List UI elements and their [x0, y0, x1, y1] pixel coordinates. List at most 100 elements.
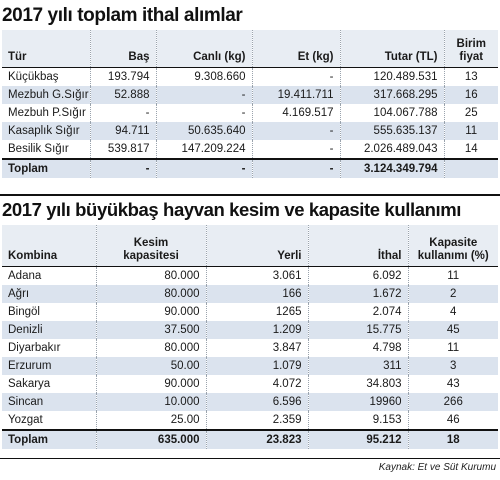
cell-canli: - — [155, 86, 252, 104]
imports-header-row: Tür Baş Canlı (kg) Et (kg) Tutar (TL) Bi… — [2, 30, 498, 68]
col-header-tur: Tür — [2, 30, 90, 68]
cell-kombina: Toplam — [2, 429, 96, 449]
col-header-kapasite-line1: Kapasite — [429, 237, 478, 249]
cell-tur: Toplam — [2, 158, 90, 178]
cell-tutar: 317.668.295 — [339, 86, 444, 104]
total-row: Toplam 635.000 23.823 95.212 18 — [2, 429, 498, 449]
col-header-ithal: İthal — [307, 225, 408, 267]
cell-yerli: 1265 — [205, 303, 308, 321]
cell-et: - — [251, 140, 340, 159]
cell-kombina: Yozgat — [8, 414, 43, 426]
cell-canli: 50.635.640 — [155, 122, 252, 140]
cell-canli: 147.209.224 — [155, 140, 252, 159]
cell-tutar: 2.026.489.043 — [339, 140, 444, 159]
cell-kesim: 90.000 — [95, 303, 206, 321]
cell-tur: Mezbuh G.Sığır — [2, 86, 90, 104]
cell-bas: 52.888 — [89, 86, 156, 104]
cell-kombina: Adana — [8, 270, 42, 282]
cell-et: 19.411.711 — [251, 86, 340, 104]
cell-kombina: Erzurum — [2, 357, 96, 375]
cell-kesim: 80.000 — [95, 339, 206, 357]
cell-ithal: 2.074 — [307, 303, 408, 321]
cell-kapasite: 11 — [407, 266, 498, 285]
cell-yerli: 23.823 — [205, 429, 308, 449]
table-row: Bingöl 90.000 1265 2.074 4 — [2, 303, 498, 321]
cell-tutar: 3.124.349.794 — [339, 158, 444, 178]
table-row: Sincan 10.000 6.596 19960 266 — [2, 393, 498, 411]
cell-birim: 25 — [443, 104, 498, 122]
col-header-birim: Birim fiyat — [443, 30, 498, 68]
table-row: Yozgat 25.00 2.359 9.153 46 — [2, 411, 498, 430]
cell-kombina: Sakarya — [8, 378, 51, 390]
cell-kapasite: 45 — [407, 321, 498, 339]
cell-yerli: 2.359 — [205, 411, 308, 430]
cell-kombina: Diyarbakır — [8, 342, 61, 354]
cell-bas: - — [89, 104, 156, 122]
col-header-kesim-line1: Kesim — [133, 237, 169, 249]
cell-et: - — [251, 122, 340, 140]
cell-tur: Mezbuh P.Sığır — [8, 107, 86, 119]
cell-tur: Besilik Sığır — [8, 143, 69, 155]
cell-yerli: 3.061 — [205, 266, 308, 285]
cell-ithal: 19960 — [307, 393, 408, 411]
table-row: Besilik Sığır 539.817 147.209.224 - 2.02… — [2, 140, 498, 159]
cell-kombina: Bingöl — [8, 306, 40, 318]
cell-yerli: 1.079 — [205, 357, 308, 375]
cell-kombina: Ağrı — [2, 285, 96, 303]
cell-kapasite: 11 — [407, 339, 498, 357]
cell-kapasite: 266 — [407, 393, 498, 411]
cell-ithal: 6.092 — [307, 266, 408, 285]
table-row: Denizli 37.500 1.209 15.775 45 — [2, 321, 498, 339]
cell-tutar: 104.067.788 — [339, 104, 444, 122]
cell-kesim: 10.000 — [95, 393, 206, 411]
section-divider — [0, 194, 500, 196]
slaughter-title: 2017 yılı büyükbaş hayvan kesim ve kapas… — [2, 199, 462, 220]
cell-et: 4.169.517 — [251, 104, 340, 122]
cell-birim: 13 — [443, 67, 498, 86]
footer-divider — [0, 458, 500, 459]
cell-birim: 16 — [443, 86, 498, 104]
cell-kapasite: 3 — [407, 357, 498, 375]
cell-ithal: 95.212 — [307, 429, 408, 449]
cell-kesim: 25.00 — [95, 411, 206, 430]
cell-kapasite: 43 — [407, 375, 498, 393]
cell-tur: Kasaplık Sığır — [2, 122, 90, 140]
cell-tur: Küçükbaş — [8, 71, 59, 83]
cell-birim: 14 — [443, 140, 498, 159]
cell-yerli: 3.847 — [205, 339, 308, 357]
cell-yerli: 4.072 — [205, 375, 308, 393]
col-header-birim-line1: Birim — [456, 38, 486, 50]
cell-kesim: 50.00 — [95, 357, 206, 375]
imports-title: 2017 yılı toplam ithal alımlar — [2, 5, 243, 26]
source-note: Kaynak: Et ve Süt Kurumu — [378, 462, 496, 473]
table-row: Mezbuh P.Sığır - - 4.169.517 104.067.788… — [2, 104, 498, 122]
col-header-kesim-line2: kapasitesi — [123, 250, 179, 262]
cell-yerli: 1.209 — [205, 321, 308, 339]
cell-ithal: 311 — [307, 357, 408, 375]
cell-canli: - — [155, 104, 252, 122]
table-row: Diyarbakır 80.000 3.847 4.798 11 — [2, 339, 498, 357]
cell-kombina: Sincan — [2, 393, 96, 411]
table-row: Ağrı 80.000 166 1.672 2 — [2, 285, 498, 303]
table-row: Adana 80.000 3.061 6.092 11 — [2, 266, 498, 285]
table-row: Erzurum 50.00 1.079 311 3 — [2, 357, 498, 375]
cell-yerli: 166 — [205, 285, 308, 303]
cell-ithal: 34.803 — [307, 375, 408, 393]
cell-kesim: 635.000 — [95, 429, 206, 449]
cell-canli: - — [155, 158, 252, 178]
table-row: Sakarya 90.000 4.072 34.803 43 — [2, 375, 498, 393]
cell-bas: 539.817 — [89, 140, 156, 159]
col-header-birim-line2: fiyat — [459, 51, 484, 63]
col-header-et: Et (kg) — [251, 30, 340, 68]
cell-ithal: 1.672 — [307, 285, 408, 303]
cell-kapasite: 18 — [407, 429, 498, 449]
col-header-canli: Canlı (kg) — [155, 30, 252, 68]
col-header-kapasite: Kapasite kullanımı (%) — [407, 225, 498, 267]
col-header-yerli: Yerli — [205, 225, 308, 267]
table-row: Mezbuh G.Sığır 52.888 - 19.411.711 317.6… — [2, 86, 498, 104]
cell-bas: 193.794 — [89, 67, 156, 86]
cell-kesim: 90.000 — [95, 375, 206, 393]
cell-tutar: 555.635.137 — [339, 122, 444, 140]
cell-bas: 94.711 — [89, 122, 156, 140]
col-header-kapasite-line2: kullanımı (%) — [417, 250, 489, 262]
